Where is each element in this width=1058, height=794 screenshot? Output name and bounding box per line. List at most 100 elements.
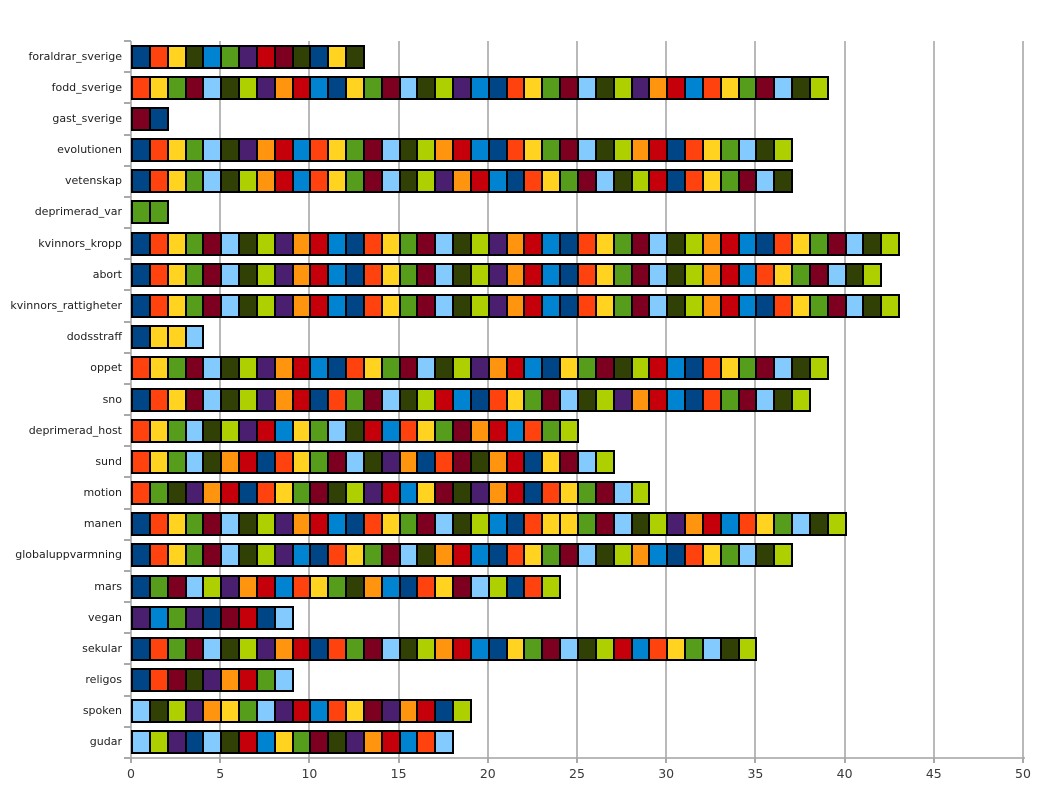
- bar-segment: [436, 295, 453, 316]
- bar-segment: [364, 171, 381, 192]
- bar-segment: [739, 171, 756, 192]
- bar-segment: [133, 295, 149, 316]
- bar-segment: [204, 264, 221, 285]
- bar-segment: [793, 264, 809, 285]
- bar-segment: [382, 140, 399, 161]
- bar-segment: [525, 140, 542, 161]
- y-axis-tick: [124, 414, 131, 417]
- bar-segment: [168, 607, 185, 628]
- bar-segment: [347, 638, 363, 659]
- bar-segment: [168, 545, 185, 566]
- bar-segment: [757, 545, 774, 566]
- bar-segment: [596, 264, 613, 285]
- bar-segment: [739, 77, 756, 98]
- bar-segment: [739, 545, 756, 566]
- bar-segment: [382, 638, 399, 659]
- bar-segment: [382, 264, 399, 285]
- bar-segment: [311, 514, 328, 535]
- bar-segment: [614, 171, 631, 192]
- bar-segment: [150, 420, 167, 441]
- bar-segment: [882, 295, 899, 316]
- bar-segment: [436, 701, 453, 722]
- bar-segment: [436, 389, 453, 410]
- bar-segment: [757, 77, 774, 98]
- bar-segment: [257, 670, 274, 691]
- bar-segment: [364, 295, 381, 316]
- bar-segment: [579, 514, 595, 535]
- bar-segment: [703, 77, 720, 98]
- bar-segment: [454, 701, 470, 722]
- bar-segment: [579, 483, 595, 504]
- bar-manen: [131, 512, 847, 537]
- bar-segment: [543, 171, 560, 192]
- bar-segment: [810, 233, 827, 254]
- bar-segment: [864, 264, 881, 285]
- bar-segment: [507, 358, 524, 379]
- bar-segment: [650, 77, 667, 98]
- bar-segment: [418, 420, 435, 441]
- bar-kvinnors_rattigheter: [131, 293, 901, 318]
- bar-segment: [311, 701, 328, 722]
- bar-segment: [329, 483, 346, 504]
- bar-segment: [846, 295, 863, 316]
- bar-segment: [614, 295, 631, 316]
- bar-segment: [632, 389, 649, 410]
- bar-segment: [204, 389, 221, 410]
- bar-segment: [471, 295, 488, 316]
- bar-segment: [222, 638, 239, 659]
- bar-segment: [240, 295, 256, 316]
- bar-segment: [454, 358, 470, 379]
- bar-segment: [133, 358, 149, 379]
- bar-segment: [579, 389, 595, 410]
- bar-segment: [347, 545, 363, 566]
- y-axis-tick: [124, 663, 131, 666]
- x-axis-tick-label: 50: [1015, 766, 1031, 781]
- bar-segment: [400, 140, 417, 161]
- x-axis-tick-label: 15: [390, 766, 407, 781]
- bar-segment: [721, 545, 738, 566]
- bar-segment: [810, 77, 827, 98]
- bar-segment: [793, 77, 809, 98]
- bar-segment: [204, 638, 221, 659]
- bar-segment: [347, 420, 363, 441]
- bar-segment: [150, 202, 167, 223]
- bar-segment: [596, 171, 613, 192]
- bar-segment: [222, 732, 239, 753]
- bar-segment: [222, 264, 239, 285]
- bar-segment: [650, 389, 667, 410]
- bar-segment: [204, 295, 221, 316]
- bar-segment: [329, 264, 346, 285]
- bar-segment: [311, 483, 328, 504]
- bar-segment: [579, 233, 595, 254]
- bar-segment: [186, 233, 203, 254]
- bar-segment: [686, 358, 702, 379]
- bar-segment: [632, 545, 649, 566]
- bar-segment: [240, 140, 256, 161]
- bar-segment: [668, 358, 685, 379]
- bar-segment: [775, 514, 792, 535]
- bar-segment: [703, 140, 720, 161]
- bar-segment: [525, 77, 542, 98]
- bar-segment: [739, 295, 756, 316]
- bar-segment: [364, 701, 381, 722]
- bar-segment: [329, 514, 346, 535]
- bar-segment: [329, 77, 346, 98]
- bar-segment: [133, 140, 149, 161]
- bar-segment: [543, 77, 560, 98]
- bar-segment: [133, 108, 149, 129]
- bar-segment: [436, 264, 453, 285]
- bar-spoken: [131, 699, 472, 724]
- bar-segment: [293, 514, 310, 535]
- bar-segment: [721, 514, 738, 535]
- bar-segment: [257, 358, 274, 379]
- bar-segment: [168, 732, 185, 753]
- bar-segment: [311, 638, 328, 659]
- bar-segment: [418, 451, 435, 472]
- bar-segment: [418, 77, 435, 98]
- bar-segment: [168, 295, 185, 316]
- bar-segment: [454, 638, 470, 659]
- bar-segment: [543, 420, 560, 441]
- x-axis-tick-label: 0: [127, 766, 135, 781]
- bar-segment: [329, 451, 346, 472]
- bar-segment: [275, 701, 292, 722]
